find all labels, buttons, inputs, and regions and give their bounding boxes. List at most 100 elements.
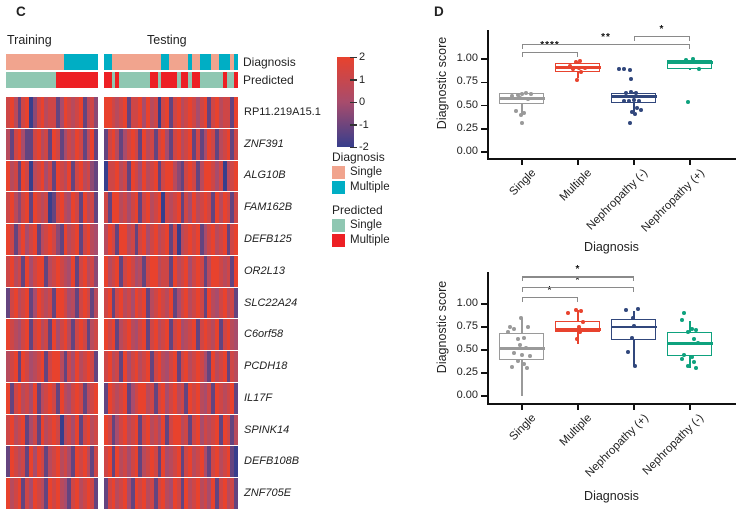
heatmap-cell	[153, 97, 158, 128]
heatmap-cell	[21, 414, 26, 446]
heatmap-cell	[40, 160, 45, 192]
heatmap-cell	[180, 351, 185, 382]
heatmap-cell	[218, 319, 224, 351]
predicted-annotation-cell	[234, 72, 239, 88]
heatmap-cell	[67, 351, 72, 382]
heatmap-cell	[9, 319, 14, 351]
heatmap-cell	[149, 319, 155, 351]
heatmap-cell	[104, 478, 109, 509]
jitter-point	[583, 66, 587, 71]
heatmap-cell	[134, 160, 139, 192]
heatmap-cell	[90, 97, 95, 128]
heatmap-cell	[234, 478, 239, 509]
testing-label: Testing	[147, 33, 187, 47]
heatmap-cell	[195, 382, 201, 414]
heatmap-cell	[94, 446, 99, 478]
heatmap-cell	[180, 287, 185, 319]
heatmap-cell	[17, 319, 22, 351]
heatmap-cell	[25, 446, 30, 478]
heatmap-cell	[119, 478, 124, 509]
heatmap-cell	[184, 478, 189, 509]
significance-bracket-end	[522, 44, 524, 50]
heatmap-cell	[222, 224, 227, 255]
heatmap-cell	[44, 287, 49, 319]
heatmap-cell	[176, 287, 181, 319]
heatmap-cell	[48, 351, 53, 382]
heatmap-cell	[90, 382, 95, 414]
heatmap-cell	[119, 414, 124, 446]
heatmap-cell	[157, 382, 162, 414]
heatmap-cell	[9, 446, 14, 478]
heatmap-cell	[184, 97, 189, 128]
heatmap-cell	[21, 287, 26, 319]
heatmap-cell	[29, 97, 34, 128]
heatmap-cell	[211, 287, 216, 319]
heatmap-cell	[195, 97, 201, 128]
heatmap-cell	[29, 192, 34, 224]
heatmap-cell	[126, 351, 132, 382]
colorbar-tick-label: 1	[359, 73, 366, 86]
heatmap-cell	[203, 128, 208, 160]
diagnosis-annotation-cell	[25, 54, 30, 70]
heatmap-cell	[13, 478, 18, 509]
heatmap-cell	[107, 255, 112, 287]
median-line	[611, 94, 657, 98]
heatmap-cell	[63, 128, 68, 160]
heatmap-cell	[119, 97, 124, 128]
heatmap-cell	[107, 319, 112, 351]
heatmap-cell	[25, 192, 30, 224]
heatmap-cell	[63, 351, 68, 382]
significance-bracket-end	[689, 35, 691, 41]
heatmap-cell	[199, 192, 204, 224]
heatmap-cell	[165, 478, 170, 509]
heatmap-cell	[115, 224, 120, 255]
heatmap-cell	[134, 382, 139, 414]
median-line	[667, 60, 713, 64]
heatmap-cell	[48, 255, 53, 287]
heatmap-cell	[52, 160, 57, 192]
significance-bracket-end	[522, 296, 524, 302]
heatmap-cell	[94, 382, 99, 414]
heatmap-cell	[153, 446, 158, 478]
x-tick-mark	[577, 160, 579, 165]
heatmap-cell	[215, 255, 220, 287]
heatmap-cell	[161, 446, 166, 478]
diagnosis-annotation-cell	[234, 54, 239, 70]
heatmap-cell	[226, 414, 231, 446]
jitter-point	[514, 109, 518, 114]
predicted-annotation-cell	[192, 72, 197, 88]
heatmap-cell	[176, 97, 181, 128]
jitter-point	[575, 78, 579, 83]
diagnosis-annotation-cell	[130, 54, 135, 70]
heatmap-cell	[82, 478, 87, 509]
heatmap-cell	[207, 192, 212, 224]
heatmap-cell	[130, 414, 135, 446]
y-tick-label: 0.25	[456, 121, 478, 134]
heatmap-cell	[138, 446, 143, 478]
diagnosis-annotation-cell	[169, 54, 174, 70]
heatmap-cell	[6, 351, 11, 382]
heatmap-cell	[176, 446, 181, 478]
heatmap-cell	[203, 192, 208, 224]
heatmap-cell	[32, 351, 37, 382]
heatmap-cell	[78, 414, 83, 446]
x-tick-label: Multiple	[557, 167, 595, 204]
heatmap-cell	[211, 255, 216, 287]
heatmap-cell	[55, 319, 60, 351]
heatmap-cell	[169, 224, 174, 255]
gene-label: C6orf58	[244, 328, 284, 341]
y-tick-mark	[481, 349, 487, 351]
significance-bracket	[522, 286, 634, 288]
diagnosis-annotation-cell	[67, 54, 72, 70]
y-tick-mark	[481, 372, 487, 374]
heatmap-cell	[44, 97, 49, 128]
heatmap-cell	[29, 287, 34, 319]
heatmap-cell	[215, 319, 220, 351]
heatmap-cell	[32, 97, 37, 128]
heatmap-cell	[138, 351, 143, 382]
heatmap-cell	[176, 414, 181, 446]
heatmap-cell	[13, 128, 18, 160]
heatmap-cell	[25, 319, 30, 351]
heatmap-cell	[21, 160, 26, 192]
jitter-point	[686, 329, 690, 334]
